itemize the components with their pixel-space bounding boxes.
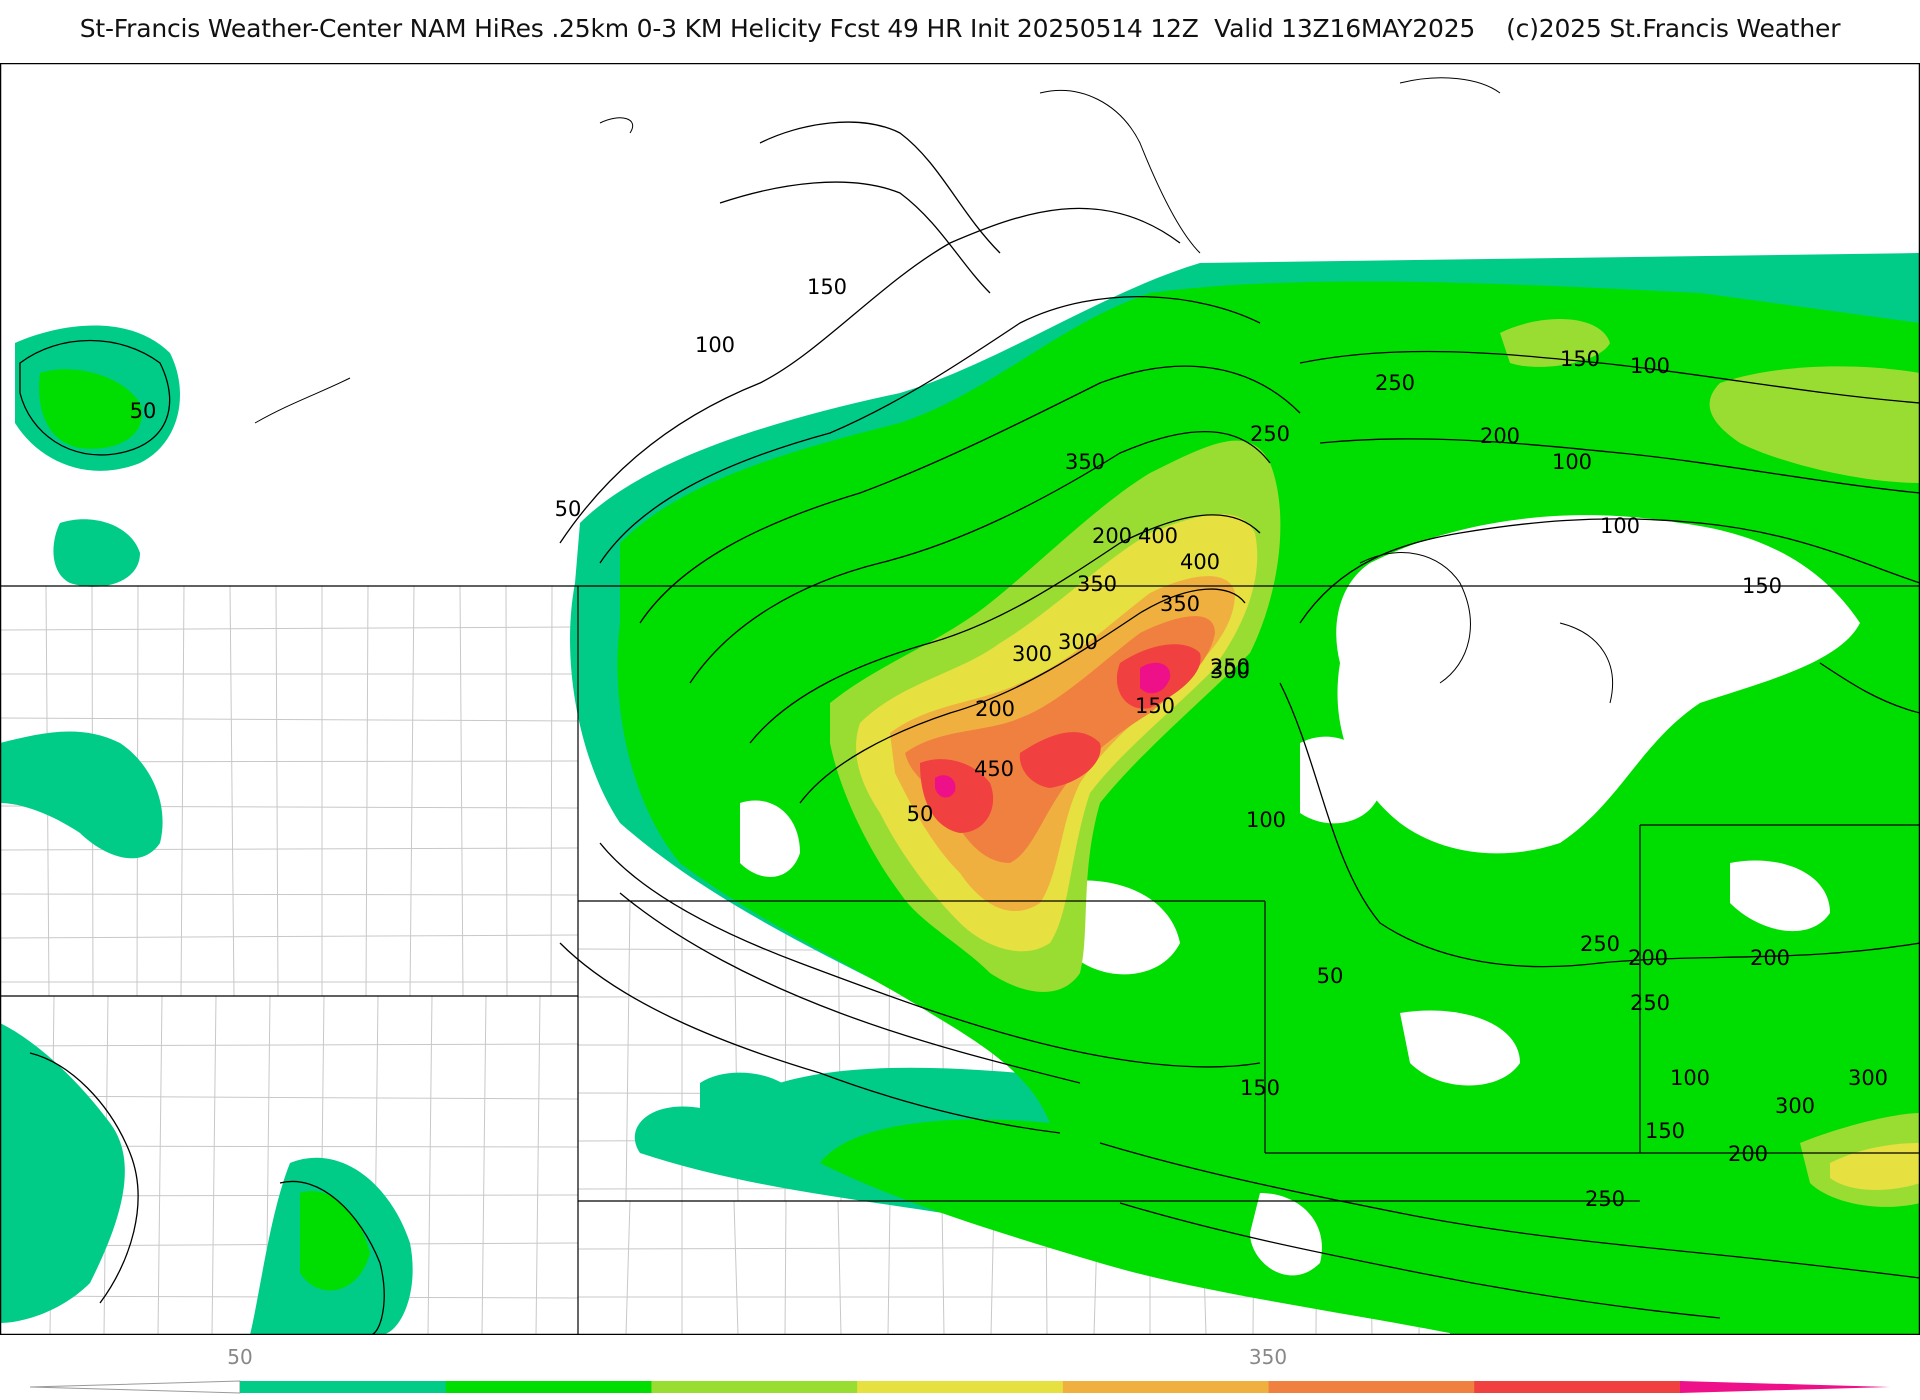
contour-label-250: 250 (1250, 422, 1290, 446)
contour-label-100: 100 (1670, 1066, 1710, 1090)
contour-label-200: 200 (1092, 524, 1132, 548)
contour-label-200: 200 (1750, 946, 1790, 970)
contour-label-450: 450 (974, 757, 1014, 781)
contour-label-350: 350 (1160, 592, 1200, 616)
contour-label-250: 250 (1630, 991, 1670, 1015)
contour-label-250: 250 (1210, 655, 1250, 679)
contour-label-100: 100 (1600, 514, 1640, 538)
contour-label-350: 350 (1065, 450, 1105, 474)
contour-label-150: 150 (1645, 1119, 1685, 1143)
colorbar-label-50: 50 (227, 1345, 253, 1369)
contour-label-150: 150 (1135, 694, 1175, 718)
colorbar-segment (857, 1381, 1064, 1393)
contour-label-100: 100 (1630, 354, 1670, 378)
contour-label-100: 100 (1552, 450, 1592, 474)
contour-label-400: 400 (1138, 524, 1178, 548)
band-400 (935, 662, 1171, 798)
contour-label-250: 250 (1375, 371, 1415, 395)
contour-label-300: 300 (1058, 630, 1098, 654)
colorbar-segment (1062, 1381, 1270, 1393)
colorbar-segment (1268, 1381, 1475, 1393)
contour-label-300: 300 (1848, 1066, 1888, 1090)
map-title: St-Francis Weather-Center NAM HiRes .25k… (79, 14, 1841, 43)
contour-label-150: 150 (1742, 574, 1782, 598)
contour-label-200: 200 (1628, 946, 1668, 970)
contour-label-400: 400 (1180, 550, 1220, 574)
colorbar-segment (1474, 1381, 1681, 1393)
contour-label-150: 150 (1560, 347, 1600, 371)
contour-label-300: 300 (1012, 642, 1052, 666)
contour-label-300: 300 (1210, 659, 1250, 683)
lake-outlines (254, 77, 1614, 704)
helicity-contours (19, 121, 1919, 1334)
contour-label-200: 200 (1480, 424, 1520, 448)
colorbar-right-arrow (1680, 1381, 1890, 1393)
contour-label-100: 100 (1246, 808, 1286, 832)
contour-label-200: 200 (1728, 1142, 1768, 1166)
state-boundaries (1, 585, 1919, 1334)
low-helicity-pockets (740, 515, 1860, 1276)
contour-label-200: 200 (975, 697, 1015, 721)
colorbar-segment (651, 1381, 858, 1393)
contour-label-150: 150 (807, 275, 847, 299)
contour-label-300: 300 (1775, 1094, 1815, 1118)
contour-label-50: 50 (130, 399, 157, 423)
contour-label-150: 150 (1240, 1076, 1280, 1100)
color-scale-bar (29, 1380, 1890, 1394)
colorbar-label-350: 350 (1248, 1345, 1288, 1369)
colorbar-segment (445, 1381, 652, 1393)
colorbar-segment (240, 1381, 447, 1393)
contour-label-100: 100 (695, 333, 735, 357)
contour-label-350: 350 (1077, 572, 1117, 596)
contour-label-250: 250 (1580, 932, 1620, 956)
colorbar-left-arrow (29, 1380, 241, 1394)
contour-label-50: 50 (555, 497, 582, 521)
contour-label-250: 250 (1585, 1187, 1625, 1211)
colorbar-segments (240, 1381, 1681, 1393)
contour-label-50: 50 (1317, 964, 1344, 988)
helicity-shading (1, 253, 1919, 1334)
contour-label-50: 50 (907, 802, 934, 826)
